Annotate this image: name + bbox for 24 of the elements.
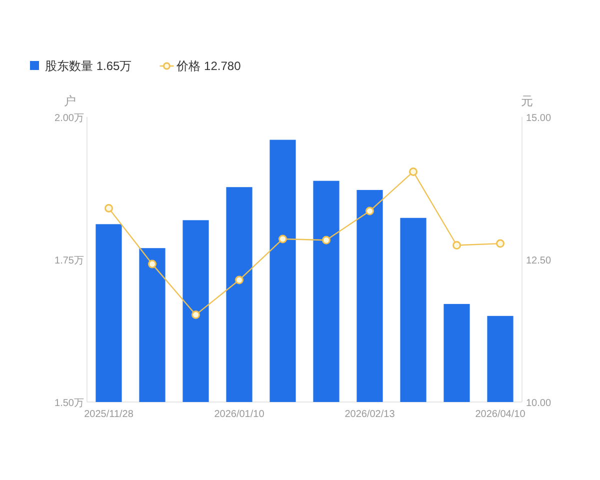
x-tick-label: 2025/11/28 xyxy=(84,409,134,420)
x-tick-label: 2026/04/10 xyxy=(475,409,526,420)
legend-label: 价格 12.780 xyxy=(176,59,242,73)
y2-tick-label: 12.50 xyxy=(526,256,552,266)
x-tick-label: 2026/01/10 xyxy=(214,409,265,420)
y2-axis-title: 元 xyxy=(521,94,533,108)
y-tick-label: 2.00万 xyxy=(54,113,84,124)
point xyxy=(235,276,244,284)
y-tick-label: 1.50万 xyxy=(54,398,84,409)
point xyxy=(192,310,200,320)
point xyxy=(322,236,330,244)
x-tick-label: 2026/02/13 xyxy=(344,409,396,420)
legend-label: 股东数量 1.65万 xyxy=(45,59,132,73)
y2-tick-label: 10.00 xyxy=(526,398,552,409)
point xyxy=(148,260,156,268)
y2-tick-label: 15.00 xyxy=(526,113,552,124)
point xyxy=(278,234,287,244)
point xyxy=(366,206,374,216)
y-axis-title: 户 xyxy=(64,94,76,108)
point xyxy=(452,241,461,250)
y-tick-label: 1.75万 xyxy=(54,256,84,266)
point xyxy=(409,167,418,176)
point xyxy=(104,204,113,212)
point xyxy=(496,239,504,248)
